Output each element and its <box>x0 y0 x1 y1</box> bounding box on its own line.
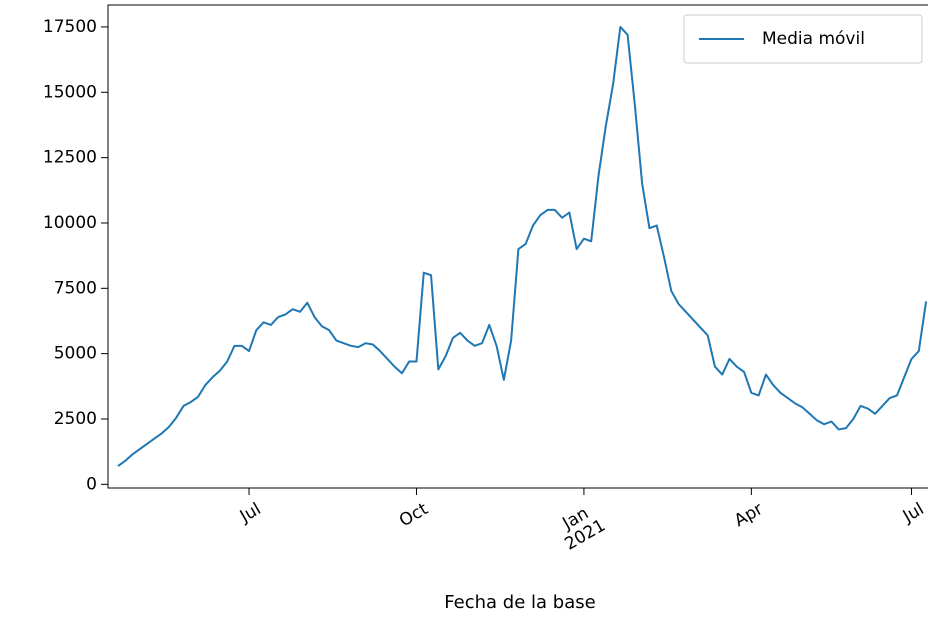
y-tick-label: 5000 <box>54 344 97 364</box>
y-tick-label: 7500 <box>54 278 97 298</box>
data-line <box>117 25 928 467</box>
y-tick-label: 12500 <box>43 148 97 168</box>
x-axis-label: Fecha de la base <box>444 592 596 613</box>
legend: Media móvil <box>683 14 923 64</box>
legend-box <box>683 14 923 64</box>
y-tick-label: 10000 <box>43 213 97 233</box>
y-tick-label: 15000 <box>43 82 97 102</box>
y-tick-label: 0 <box>86 474 97 494</box>
legend-label: Media móvil <box>762 29 865 49</box>
plot-frame <box>107 4 928 489</box>
y-tick-label: 2500 <box>54 409 97 429</box>
y-tick-label: 17500 <box>43 17 97 37</box>
